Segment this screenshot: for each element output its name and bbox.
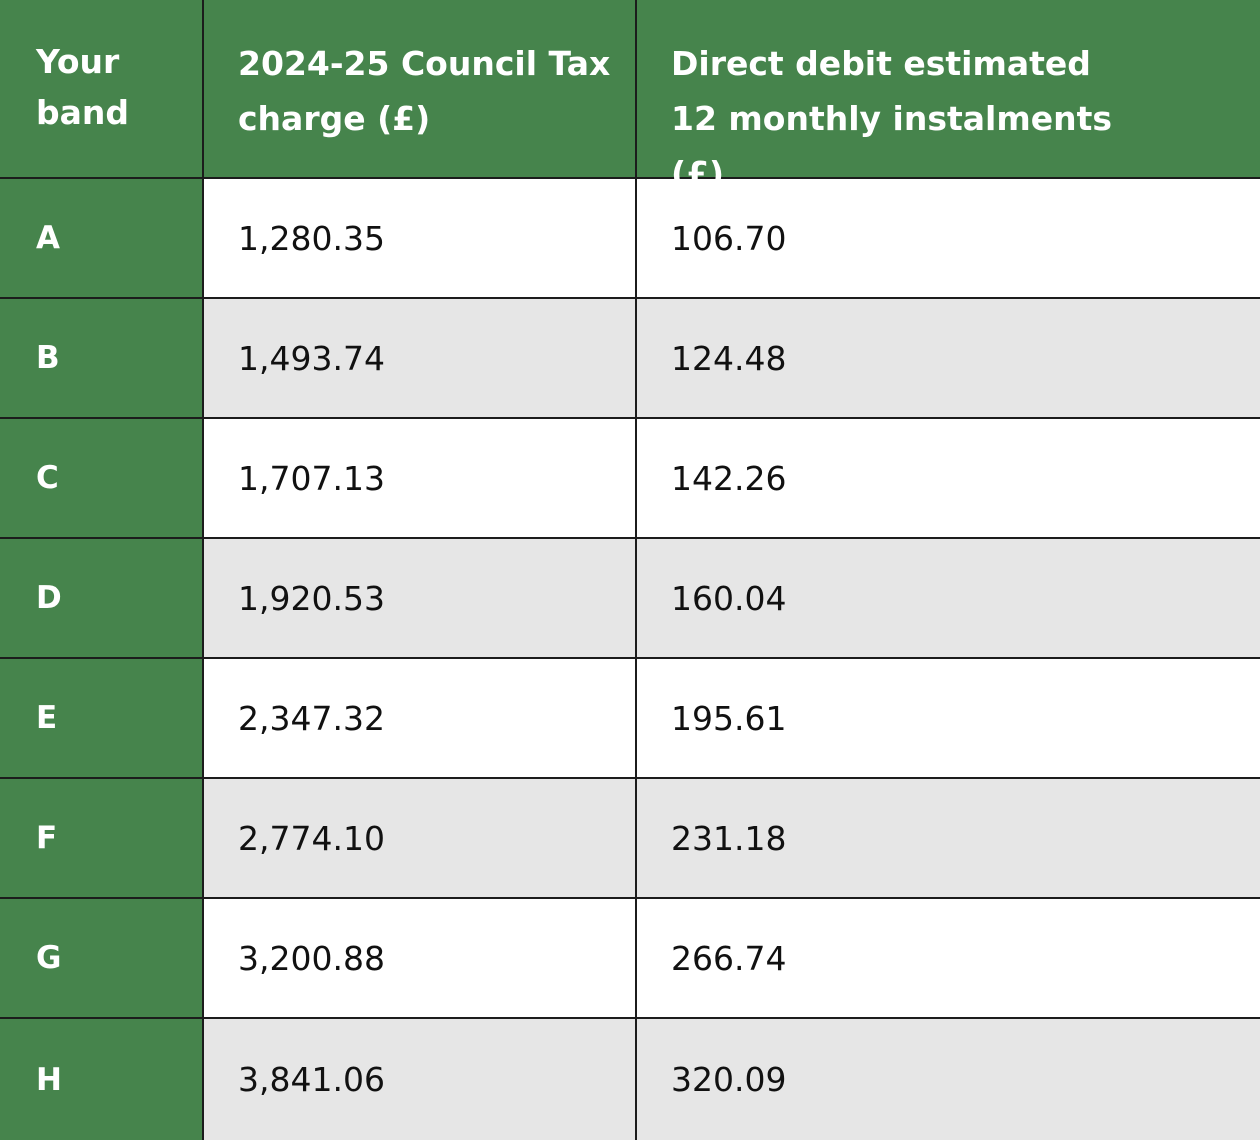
band-cell: G <box>0 899 204 1017</box>
charge-cell: 3,841.06 <box>204 1019 637 1140</box>
table-row: E 2,347.32 195.61 <box>0 659 1260 779</box>
band-label: D <box>36 580 62 616</box>
table-row: C 1,707.13 142.26 <box>0 419 1260 539</box>
charge-cell: 3,200.88 <box>204 899 637 1017</box>
monthly-value: 124.48 <box>671 338 787 378</box>
header-charge-label: 2024-25 Council Tax charge (£) <box>238 44 611 138</box>
header-band-label: Your band <box>36 42 130 132</box>
charge-value: 1,280.35 <box>238 218 385 258</box>
monthly-cell: 160.04 <box>637 539 1260 657</box>
charge-cell: 2,347.32 <box>204 659 637 777</box>
band-cell: E <box>0 659 204 777</box>
charge-cell: 1,493.74 <box>204 299 637 417</box>
header-monthly: Direct debit estimated 12 monthly instal… <box>637 0 1260 193</box>
charge-value: 1,493.74 <box>238 338 385 378</box>
charge-value: 2,774.10 <box>238 818 385 858</box>
table-header-row: Your band 2024-25 Council Tax charge (£)… <box>0 0 1260 193</box>
monthly-value: 231.18 <box>671 818 787 858</box>
band-cell: C <box>0 419 204 537</box>
table-row: F 2,774.10 231.18 <box>0 779 1260 899</box>
charge-value: 1,707.13 <box>238 458 385 498</box>
monthly-value: 320.09 <box>671 1060 787 1099</box>
monthly-cell: 106.70 <box>637 179 1260 297</box>
table-row: G 3,200.88 266.74 <box>0 899 1260 1019</box>
band-label: B <box>36 340 60 376</box>
band-cell: A <box>0 179 204 297</box>
monthly-value: 160.04 <box>671 578 787 618</box>
table-row: B 1,493.74 124.48 <box>0 299 1260 419</box>
band-cell: H <box>0 1019 204 1140</box>
monthly-cell: 231.18 <box>637 779 1260 897</box>
table-row: D 1,920.53 160.04 <box>0 539 1260 659</box>
charge-cell: 1,920.53 <box>204 539 637 657</box>
band-label: A <box>36 220 60 256</box>
charge-value: 1,920.53 <box>238 578 385 618</box>
monthly-cell: 266.74 <box>637 899 1260 1017</box>
header-band: Your band <box>0 0 204 177</box>
monthly-value: 142.26 <box>671 458 787 498</box>
table-row: A 1,280.35 106.70 <box>0 179 1260 299</box>
band-cell: D <box>0 539 204 657</box>
band-cell: F <box>0 779 204 897</box>
monthly-value: 266.74 <box>671 938 787 978</box>
table-row: H 3,841.06 320.09 <box>0 1019 1260 1140</box>
monthly-cell: 320.09 <box>637 1019 1260 1140</box>
monthly-value: 106.70 <box>671 218 787 258</box>
band-label: G <box>36 940 62 976</box>
charge-value: 2,347.32 <box>238 698 385 738</box>
charge-value: 3,841.06 <box>238 1060 385 1099</box>
charge-value: 3,200.88 <box>238 938 385 978</box>
header-monthly-label: Direct debit estimated 12 monthly instal… <box>671 44 1113 193</box>
band-label: E <box>36 700 58 736</box>
monthly-cell: 124.48 <box>637 299 1260 417</box>
charge-cell: 2,774.10 <box>204 779 637 897</box>
charge-cell: 1,280.35 <box>204 179 637 297</box>
charge-cell: 1,707.13 <box>204 419 637 537</box>
band-label: F <box>36 820 58 856</box>
band-label: H <box>36 1061 62 1098</box>
monthly-value: 195.61 <box>671 698 787 738</box>
monthly-cell: 142.26 <box>637 419 1260 537</box>
monthly-cell: 195.61 <box>637 659 1260 777</box>
band-cell: B <box>0 299 204 417</box>
band-label: C <box>36 460 59 496</box>
header-charge: 2024-25 Council Tax charge (£) <box>204 0 637 177</box>
